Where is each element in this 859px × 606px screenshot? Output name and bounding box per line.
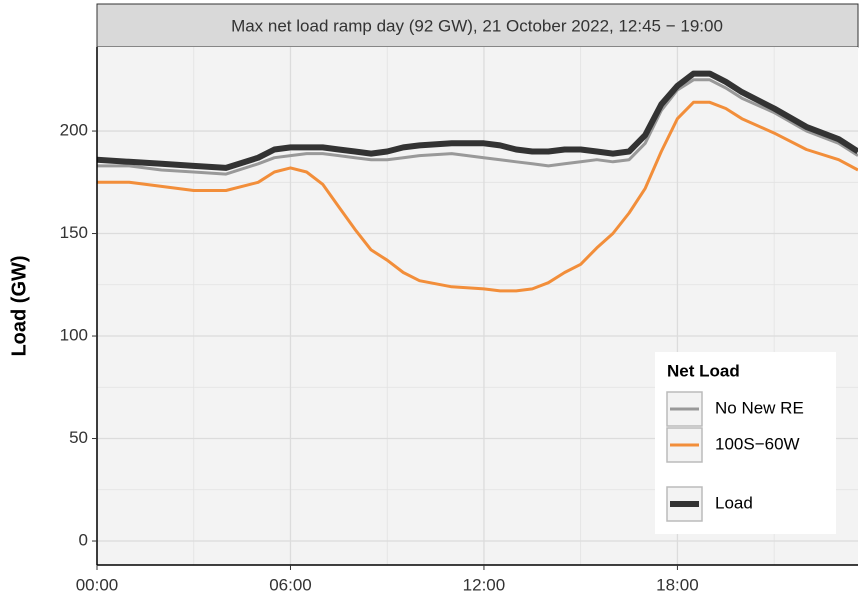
x-tick-label: 18:00 <box>656 575 699 594</box>
y-tick-label: 50 <box>69 428 88 447</box>
y-tick-label: 100 <box>60 326 88 345</box>
x-tick-label: 12:00 <box>463 575 506 594</box>
grid <box>96 47 858 565</box>
y-axis-label: Load (GW) <box>8 255 30 356</box>
lines <box>97 70 858 293</box>
chart-title: Max net load ramp day (92 GW), 21 Octobe… <box>231 16 723 35</box>
legend-label: 100S−60W <box>715 434 800 453</box>
x-tick-label: 06:00 <box>269 575 312 594</box>
y-tick-label: 200 <box>60 121 88 140</box>
series-line <box>97 100 858 293</box>
legend-label: No New RE <box>715 398 804 417</box>
y-tick-label: 0 <box>79 531 88 550</box>
legend-label: Load <box>715 493 753 512</box>
title-strip <box>96 3 859 48</box>
series-line <box>97 78 858 176</box>
y-tick-label: 150 <box>60 223 88 242</box>
legend-title: Net Load <box>667 361 740 380</box>
series-line <box>97 70 858 171</box>
x-tick-label: 00:00 <box>76 575 119 594</box>
legend: Net Load No New RE 100S−60W Load <box>655 352 836 534</box>
